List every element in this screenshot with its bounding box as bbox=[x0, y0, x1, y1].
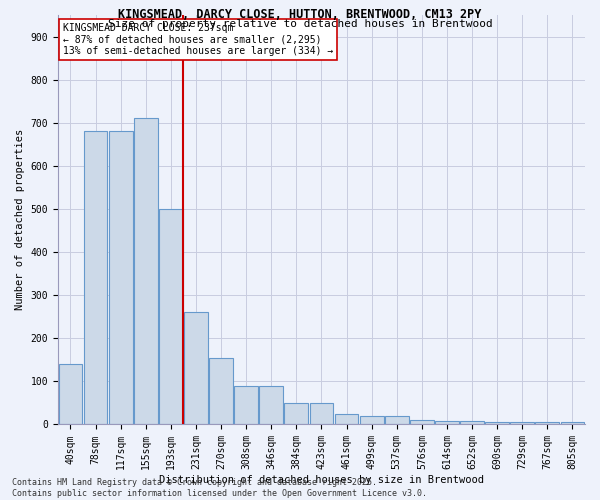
Bar bbox=[159, 209, 183, 424]
Bar bbox=[535, 422, 559, 424]
Bar bbox=[410, 420, 434, 424]
Bar bbox=[511, 422, 534, 424]
Bar bbox=[234, 386, 258, 424]
Bar bbox=[485, 422, 509, 424]
Bar bbox=[184, 312, 208, 424]
Bar bbox=[83, 132, 107, 424]
Text: KINGSMEAD, DARCY CLOSE, HUTTON, BRENTWOOD, CM13 2PY: KINGSMEAD, DARCY CLOSE, HUTTON, BRENTWOO… bbox=[118, 8, 482, 20]
Text: KINGSMEAD DARCY CLOSE: 237sqm
← 87% of detached houses are smaller (2,295)
13% o: KINGSMEAD DARCY CLOSE: 237sqm ← 87% of d… bbox=[63, 23, 334, 56]
Bar bbox=[284, 403, 308, 424]
X-axis label: Distribution of detached houses by size in Brentwood: Distribution of detached houses by size … bbox=[159, 475, 484, 485]
Bar bbox=[360, 416, 383, 424]
Bar bbox=[59, 364, 82, 424]
Bar bbox=[209, 358, 233, 424]
Bar bbox=[310, 403, 334, 424]
Bar bbox=[259, 386, 283, 424]
Bar bbox=[109, 132, 133, 424]
Bar bbox=[560, 422, 584, 424]
Text: Contains HM Land Registry data © Crown copyright and database right 2025.
Contai: Contains HM Land Registry data © Crown c… bbox=[12, 478, 427, 498]
Bar bbox=[435, 421, 459, 424]
Bar bbox=[134, 118, 158, 424]
Bar bbox=[385, 416, 409, 424]
Bar bbox=[460, 421, 484, 424]
Bar bbox=[335, 414, 358, 424]
Y-axis label: Number of detached properties: Number of detached properties bbox=[15, 129, 25, 310]
Text: Size of property relative to detached houses in Brentwood: Size of property relative to detached ho… bbox=[107, 19, 493, 29]
